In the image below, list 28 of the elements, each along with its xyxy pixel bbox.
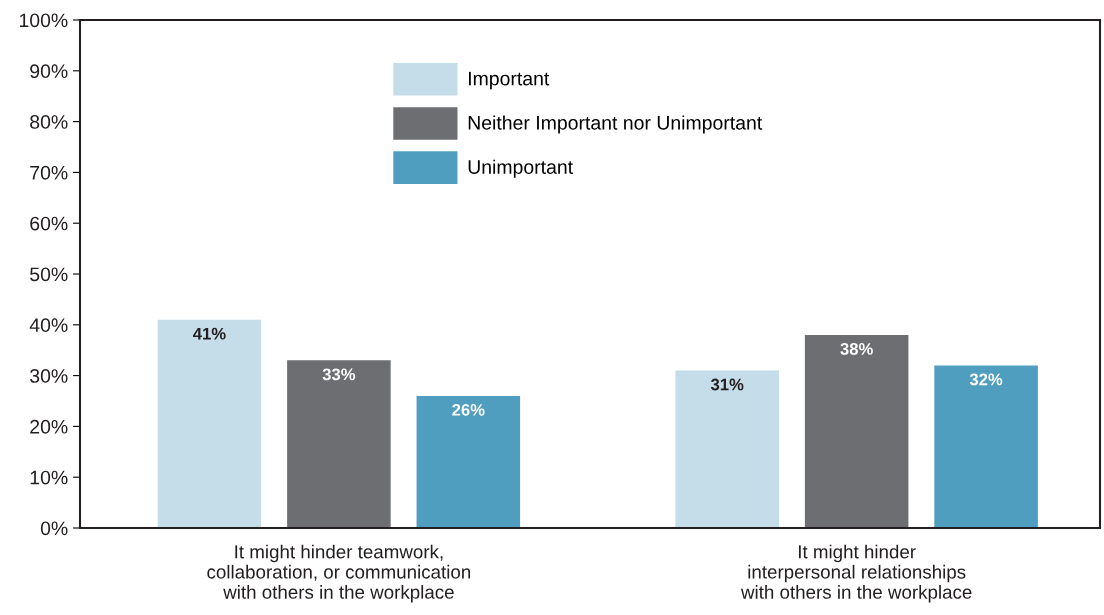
y-tick-label: 80% [30, 115, 68, 129]
y-tick-label: 70% [30, 165, 68, 180]
bar [287, 360, 391, 528]
y-tick-label: 0% [40, 521, 68, 536]
bar [416, 395, 521, 528]
y-tick-label: 50% [30, 267, 68, 282]
bar [934, 365, 1038, 528]
y-tick-label: 40% [29, 318, 68, 333]
bar [804, 334, 909, 528]
y-tick-label: 60% [30, 216, 68, 231]
data-label: 41% [193, 327, 226, 340]
legend-label: Neither Important nor Unimportant [468, 115, 763, 134]
y-tick-label: 30% [30, 369, 68, 383]
x-tick-label: It might hinder interpersonal relationships with others in the workplace [740, 544, 972, 603]
legend-label: Important [468, 71, 550, 90]
data-label: 33% [322, 368, 356, 381]
data-label: 26% [452, 403, 485, 416]
y-tick-label: 100% [19, 13, 68, 28]
data-label: 31% [710, 378, 744, 391]
y-tick-label: 10% [30, 470, 68, 485]
y-tick-label: 90% [30, 64, 68, 79]
data-label: 38% [840, 343, 873, 355]
data-label: 32% [969, 373, 1003, 386]
bar [675, 370, 779, 528]
bar [157, 319, 262, 528]
y-tick-label: 20% [30, 419, 68, 434]
x-tick-label: It might hinder teamwork, collaboration, or communication with others in the workplace [207, 544, 471, 603]
legend-label: Unimportant [468, 159, 573, 178]
